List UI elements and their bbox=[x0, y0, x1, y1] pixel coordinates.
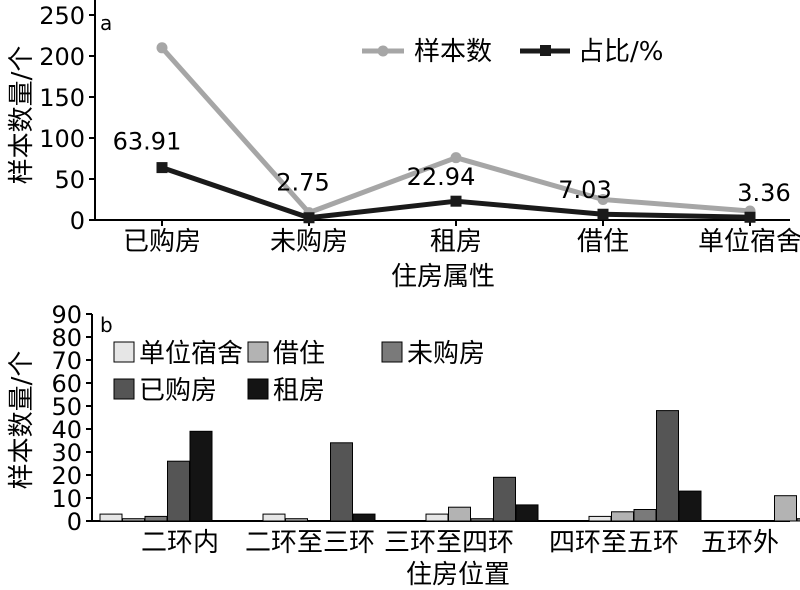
data-point-sample bbox=[597, 194, 609, 205]
y-tick-label: 200 bbox=[39, 43, 85, 71]
bar bbox=[678, 490, 702, 522]
data-label: 7.03 bbox=[558, 176, 611, 204]
legend-swatch bbox=[247, 378, 269, 400]
panel-b-xlabel: 住房位置 bbox=[406, 560, 510, 590]
data-point-ratio bbox=[156, 162, 168, 174]
y-tick-label: 20 bbox=[51, 462, 82, 490]
data-point-sample bbox=[450, 152, 462, 164]
y-tick-label: 100 bbox=[39, 125, 85, 153]
panel-b-bars bbox=[99, 410, 800, 522]
data-point-ratio bbox=[744, 211, 756, 223]
data-point-ratio bbox=[303, 212, 315, 224]
panel-a-xlabel: 住房属性 bbox=[391, 262, 495, 292]
legend-label: 租房 bbox=[273, 376, 325, 406]
bar bbox=[330, 442, 353, 522]
y-tick-label: 90 bbox=[51, 301, 82, 329]
bar bbox=[262, 513, 286, 522]
x-tick-label: 未购房 bbox=[270, 227, 348, 257]
panel-a-label: a bbox=[100, 11, 112, 35]
legend-marker-sample bbox=[377, 45, 389, 57]
bar bbox=[448, 506, 471, 522]
bar bbox=[515, 504, 539, 522]
legend-label: 已购房 bbox=[139, 376, 217, 406]
bar bbox=[144, 515, 168, 522]
y-tick-label: 30 bbox=[51, 439, 82, 467]
bar bbox=[611, 511, 634, 522]
x-tick-label: 五环外 bbox=[701, 528, 779, 558]
legend-label-sample: 样本数 bbox=[414, 37, 492, 67]
x-tick-label: 四环至五环 bbox=[549, 528, 679, 558]
data-point-ratio bbox=[597, 208, 609, 220]
bar bbox=[99, 513, 123, 522]
bar bbox=[633, 509, 657, 522]
y-tick-label: 50 bbox=[54, 166, 85, 194]
bar bbox=[796, 518, 800, 522]
data-label: 2.75 bbox=[276, 169, 329, 197]
legend-swatch bbox=[381, 341, 403, 363]
legend-swatch bbox=[113, 341, 135, 363]
y-tick-label: 70 bbox=[51, 347, 82, 375]
chart-panel-a: a 样本数量/个 住房属性 0 50 100 150 200 250 已购房 未购房 租房 借住 单… bbox=[7, 0, 800, 292]
legend-swatch bbox=[113, 378, 135, 400]
panel-a-ylabel: 样本数量/个 bbox=[7, 46, 37, 185]
panel-a-ticks: 0 50 100 150 200 250 已购房 未购房 租房 借住 单位宿舍 bbox=[39, 2, 800, 257]
x-tick-label: 二环至三环 bbox=[245, 528, 375, 558]
data-label: 63.91 bbox=[113, 128, 182, 156]
y-tick-label: 10 bbox=[51, 485, 82, 513]
panel-a-legend: 样本数 占比/% bbox=[362, 37, 663, 67]
panel-b-label: b bbox=[100, 313, 113, 337]
y-tick-label: 40 bbox=[51, 416, 82, 444]
y-tick-label: 0 bbox=[67, 508, 82, 536]
legend-label: 未购房 bbox=[407, 339, 485, 369]
bar bbox=[656, 410, 679, 522]
x-tick-label: 三环至四环 bbox=[384, 528, 514, 558]
x-tick-label: 已购房 bbox=[123, 227, 201, 257]
bar bbox=[352, 513, 376, 522]
legend-label: 借住 bbox=[273, 339, 325, 369]
bar bbox=[189, 430, 213, 522]
bar bbox=[425, 513, 449, 522]
bar bbox=[285, 518, 308, 522]
legend-marker-ratio bbox=[540, 45, 551, 56]
legend-label-ratio: 占比/% bbox=[578, 37, 663, 67]
x-tick-label: 借住 bbox=[577, 227, 629, 257]
y-tick-label: 150 bbox=[39, 84, 85, 112]
y-tick-label: 50 bbox=[51, 393, 82, 421]
y-tick-label: 60 bbox=[51, 370, 82, 398]
panel-a-series: 63.91 2.75 22.94 7.03 3.36 bbox=[113, 42, 791, 224]
data-label: 22.94 bbox=[407, 163, 476, 191]
bar bbox=[167, 460, 190, 522]
legend-swatch bbox=[247, 341, 269, 363]
data-point-sample bbox=[156, 42, 168, 54]
bar bbox=[588, 515, 612, 522]
y-tick-label: 0 bbox=[70, 207, 85, 235]
data-point-ratio bbox=[450, 195, 462, 207]
bar bbox=[493, 476, 516, 522]
panel-b-ylabel: 样本数量/个 bbox=[7, 351, 37, 490]
bar bbox=[122, 518, 145, 522]
data-label: 3.36 bbox=[737, 179, 790, 207]
legend-label: 单位宿舍 bbox=[139, 339, 243, 369]
x-tick-label: 单位宿舍 bbox=[698, 227, 800, 257]
x-tick-label: 租房 bbox=[430, 227, 482, 257]
x-tick-label: 二环内 bbox=[141, 528, 219, 558]
y-tick-label: 80 bbox=[51, 324, 82, 352]
bar bbox=[470, 518, 494, 522]
y-tick-label: 250 bbox=[39, 2, 85, 30]
bar bbox=[774, 495, 797, 522]
